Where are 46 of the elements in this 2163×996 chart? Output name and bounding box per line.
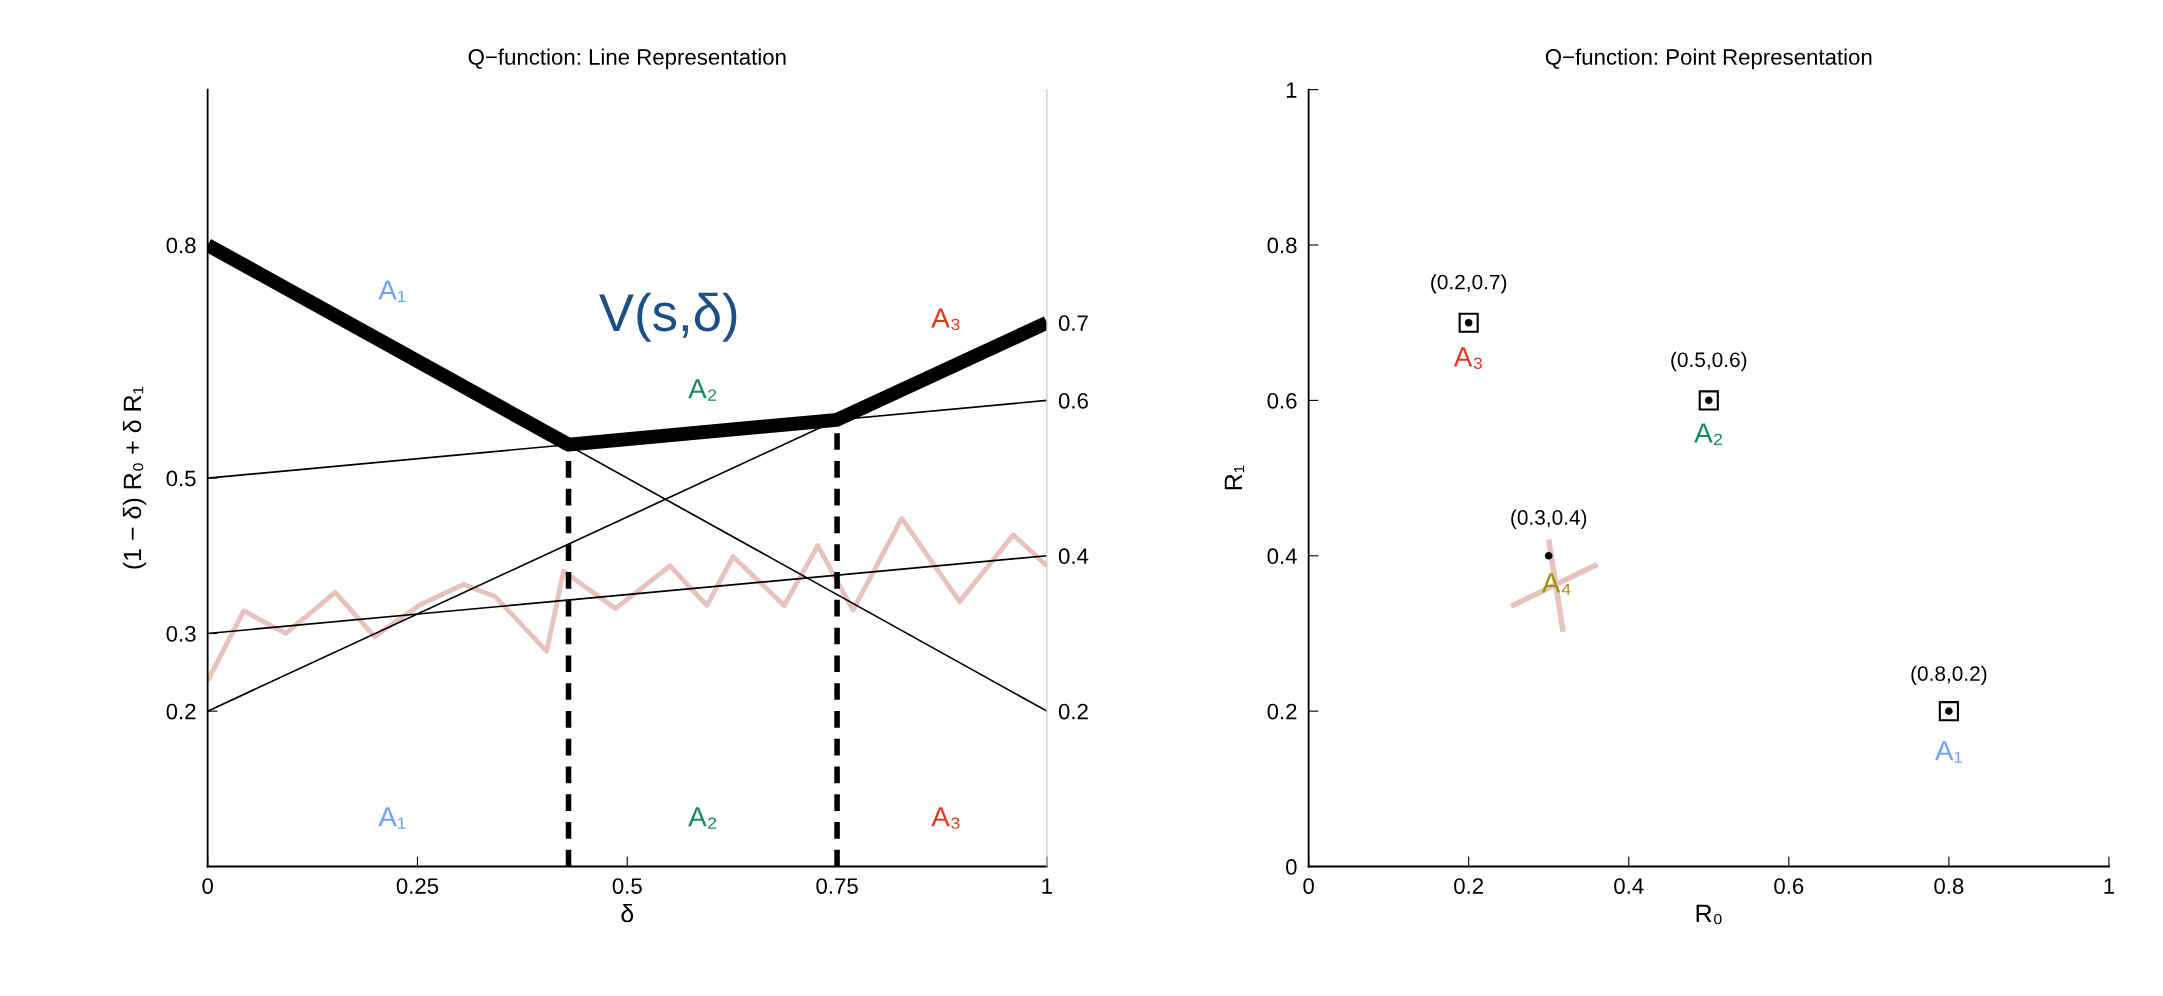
annotation: (0.2,0.7) bbox=[1431, 274, 1507, 294]
annotation: (0.5,0.6) bbox=[1671, 351, 1747, 372]
annotation: (0.8,0.2) bbox=[1911, 665, 1987, 686]
y2-tick-label: 0.7 bbox=[1058, 315, 1088, 331]
x-tick-label: 0.8 bbox=[1934, 878, 1964, 894]
y-tick-label: 0.2 bbox=[166, 703, 196, 720]
x-tick-label: 0.6 bbox=[1774, 878, 1804, 894]
x-axis-title: R₀ bbox=[1696, 904, 1722, 925]
x-tick-label: 0 bbox=[1303, 878, 1314, 894]
y-tick-label: 0.2 bbox=[1267, 703, 1297, 720]
x-axis-title: δ bbox=[621, 903, 634, 923]
annotation: A₁ bbox=[378, 807, 406, 829]
annotation: V(s,δ) bbox=[599, 292, 737, 342]
annotation: A₃ bbox=[931, 308, 960, 331]
x-tick-label: 0.4 bbox=[1614, 878, 1644, 894]
x-tick-label: 0 bbox=[202, 878, 213, 894]
x-tick-label: 0.25 bbox=[396, 878, 439, 894]
chart-title: Q−function: Point Representation bbox=[1545, 48, 1872, 70]
annotation: A₁ bbox=[1934, 741, 1963, 763]
annotation: A₃ bbox=[931, 807, 960, 829]
y2-tick-label: 0.4 bbox=[1058, 548, 1089, 565]
chart-title: Q−function: Line Representation bbox=[468, 48, 786, 70]
y-axis-title: R₁ bbox=[1224, 465, 1245, 490]
annotation: (0.3,0.4) bbox=[1511, 509, 1587, 529]
annotation: A₁ bbox=[378, 280, 406, 302]
y-tick-label: 0.3 bbox=[166, 625, 196, 642]
y-axis-title: (1 − δ) R₀ + δ R₁ bbox=[122, 386, 147, 569]
x-tick-label: 1 bbox=[1042, 878, 1052, 894]
x-tick-label: 0.5 bbox=[612, 878, 642, 894]
y-tick-label: 0.4 bbox=[1267, 548, 1297, 565]
y-tick-label: 1 bbox=[1286, 82, 1297, 98]
annotation: A₂ bbox=[1694, 423, 1723, 445]
y2-tick-label: 0.6 bbox=[1058, 392, 1088, 409]
y2-tick-label: 0.2 bbox=[1058, 703, 1088, 720]
annotation: A₄ bbox=[1541, 573, 1571, 595]
x-tick-label: 0.75 bbox=[816, 878, 858, 894]
y-tick-label: 0.8 bbox=[166, 237, 196, 254]
y-tick-label: 0 bbox=[1286, 859, 1297, 875]
annotation: A₃ bbox=[1453, 347, 1483, 369]
x-tick-label: 1 bbox=[2104, 878, 2115, 894]
y-tick-label: 0.8 bbox=[1267, 237, 1297, 254]
x-tick-label: 0.2 bbox=[1454, 878, 1484, 894]
y-tick-label: 0.6 bbox=[1267, 392, 1297, 409]
annotation: A₂ bbox=[688, 379, 717, 401]
annotation: A₂ bbox=[688, 807, 717, 829]
y-tick-label: 0.5 bbox=[166, 470, 196, 487]
